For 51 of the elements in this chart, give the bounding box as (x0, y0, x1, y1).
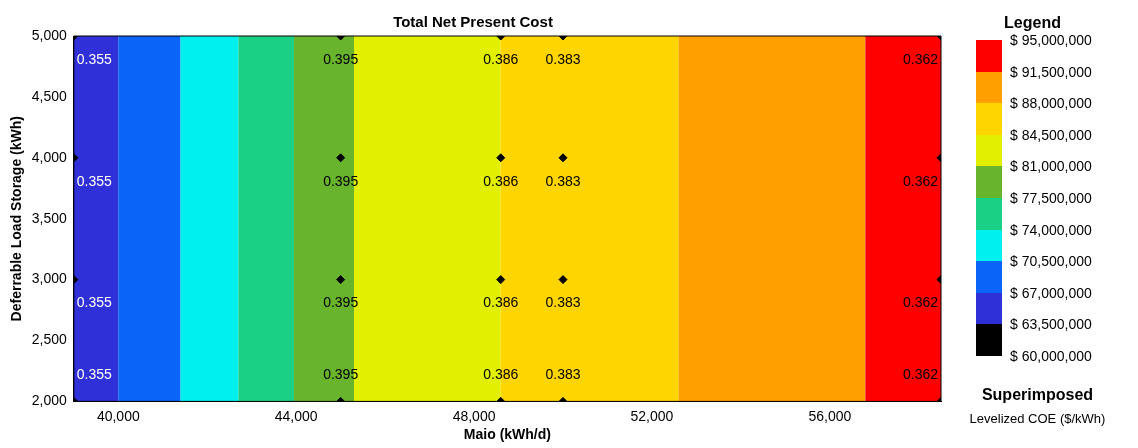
color-bar-label: $ 88,000,000 (1010, 95, 1092, 112)
x-tick-label: 56,000 (808, 407, 852, 424)
annotation: 0.383 (545, 366, 581, 383)
color-bar-title: Legend (1003, 14, 1062, 32)
point (558, 275, 568, 285)
point (336, 153, 346, 163)
color-bar-label: $ 95,000,000 (1010, 32, 1092, 48)
y-tick-label: 2,000 (31, 392, 68, 409)
annotation: 0.362 (902, 172, 939, 189)
color-bar-label: $ 67,000,000 (1010, 284, 1092, 301)
y-tick-label: 4,500 (31, 87, 68, 104)
color-bar-label: $ 91,500,000 (1010, 63, 1092, 80)
annotation: 0.383 (545, 172, 581, 189)
x-tick-label: 52,000 (630, 407, 674, 424)
color-bar-label: $ 84,500,000 (1010, 126, 1092, 143)
x-axis-title: Maio (kWh/d) (463, 426, 551, 443)
annotation: 0.355 (76, 172, 113, 189)
x-tick-label: 44,000 (274, 407, 318, 424)
x-tick-label: 48,000 (452, 407, 496, 424)
annotation: 0.355 (76, 294, 113, 311)
chart-title: Total Net Present Cost (393, 13, 553, 31)
annotation: 0.355 (76, 50, 113, 67)
y-tick-label: 5,000 (31, 26, 68, 43)
y-tick-label: 3,000 (31, 270, 68, 287)
color-bar-label: $ 63,500,000 (1010, 316, 1092, 333)
annotation: 0.362 (902, 294, 939, 311)
color-bar-label: $ 77,500,000 (1010, 190, 1092, 206)
color-bar-label: $ 70,500,000 (1010, 253, 1092, 270)
annotation: 0.355 (76, 366, 113, 383)
text: Superimposed (980, 386, 1095, 404)
point (496, 153, 506, 163)
color-bar-label: $ 81,000,000 (1010, 158, 1092, 175)
color-bar-label: $ 74,000,000 (1010, 221, 1092, 238)
y-tick-label: 2,500 (31, 331, 68, 348)
y-tick-label: 3,500 (31, 209, 68, 226)
y-tick-label: 4,000 (31, 148, 68, 165)
annotation: 0.386 (483, 50, 519, 67)
annotation: 0.386 (483, 366, 519, 383)
annotation: 0.386 (483, 294, 519, 311)
point (336, 275, 346, 285)
color-bar-label: $ 60,000,000 (1010, 348, 1092, 364)
annotation: 0.383 (545, 294, 581, 311)
annotation: 0.362 (902, 50, 939, 67)
y-axis-title: Deferrable Load Storage (kWh) (8, 116, 25, 322)
annotation: 0.383 (545, 50, 581, 67)
point (558, 153, 568, 163)
annotation: 0.386 (483, 172, 519, 189)
point (496, 275, 506, 285)
x-tick-label: 40,000 (96, 407, 140, 424)
text: Levelized COE ($/kWh) (968, 411, 1107, 426)
annotation: 0.362 (902, 366, 939, 383)
